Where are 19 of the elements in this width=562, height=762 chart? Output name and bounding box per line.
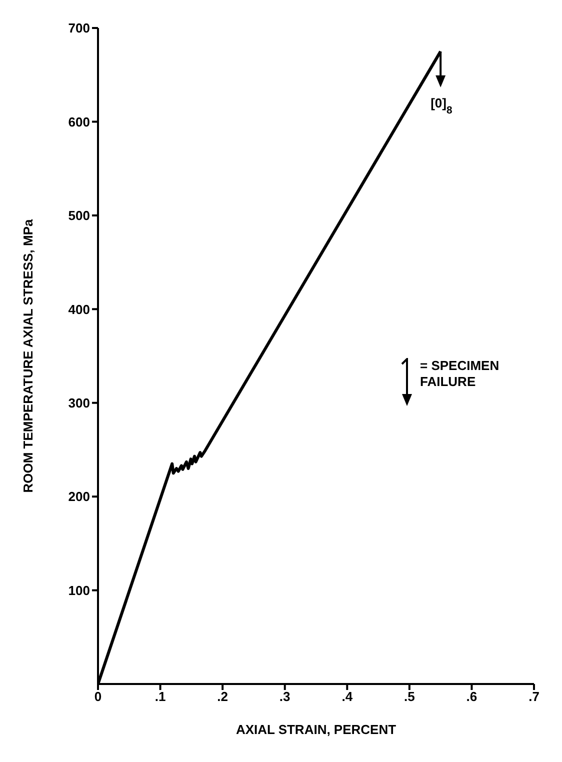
- y-tick-label: 600: [68, 114, 90, 130]
- x-tick-label: .2: [217, 689, 228, 704]
- x-tick-label: .5: [404, 689, 415, 704]
- x-tick-label: .3: [279, 689, 290, 704]
- y-tick-label: 700: [68, 20, 90, 36]
- x-axis-title: AXIAL STRAIN, PERCENT: [236, 722, 396, 737]
- y-axis-title: ROOM TEMPERATURE AXIAL STRESS, MPa: [20, 218, 36, 493]
- y-tick-label: 400: [68, 302, 90, 317]
- x-tick-label: 0: [94, 689, 102, 704]
- x-tick-label: .4: [342, 689, 354, 704]
- y-tick-label: 200: [68, 489, 90, 504]
- x-tick-label: .6: [466, 689, 478, 704]
- annotation: = SPECIMEN FAILURE: [420, 358, 500, 390]
- y-tick-label: 500: [68, 208, 90, 224]
- y-tick-label: 100: [68, 582, 90, 598]
- x-tick-label: .1: [154, 689, 166, 704]
- annotation: [0]$_{8}$: [430, 95, 452, 116]
- x-tick-label: .7: [528, 689, 540, 704]
- y-tick-label: 300: [68, 395, 90, 410]
